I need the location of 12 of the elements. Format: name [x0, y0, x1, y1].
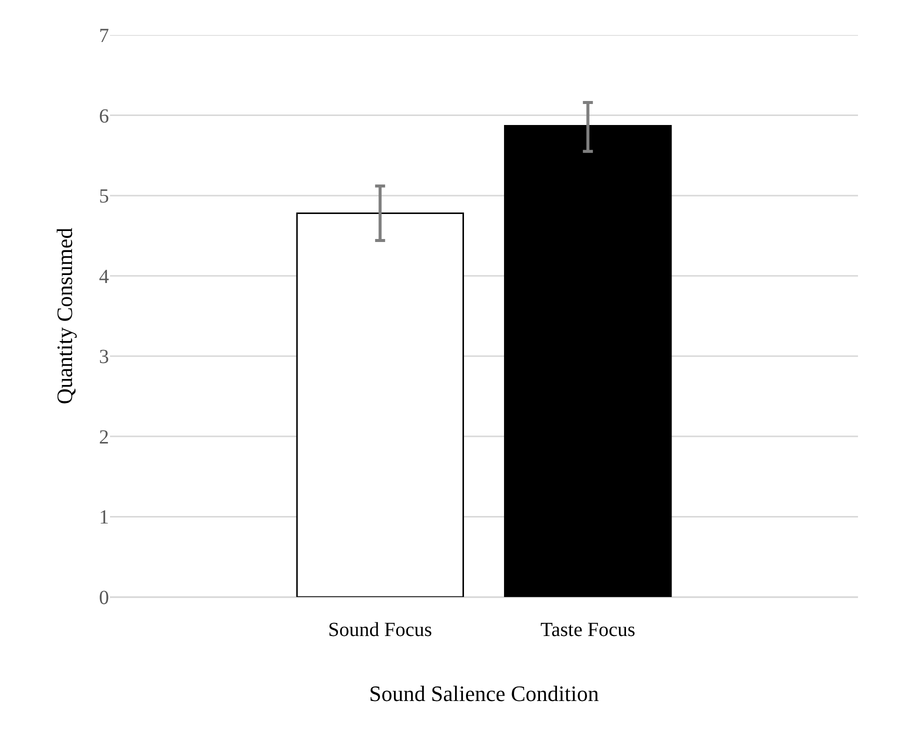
x-tick-label: Sound Focus: [328, 619, 432, 641]
y-tick-label: 2: [99, 426, 109, 448]
x-axis-title: Sound Salience Condition: [369, 680, 599, 706]
y-tick-label: 0: [99, 587, 109, 609]
y-axis-title: Quantity Consumed: [52, 228, 77, 404]
y-tick-label: 7: [99, 25, 109, 47]
y-tick-label: 6: [99, 105, 109, 128]
y-tick-label: 5: [99, 186, 109, 208]
y-tick-label: 3: [99, 346, 109, 368]
y-tick-label: 4: [99, 266, 109, 288]
x-tick-label: Taste Focus: [540, 619, 636, 641]
y-tick-label: 1: [99, 506, 109, 529]
